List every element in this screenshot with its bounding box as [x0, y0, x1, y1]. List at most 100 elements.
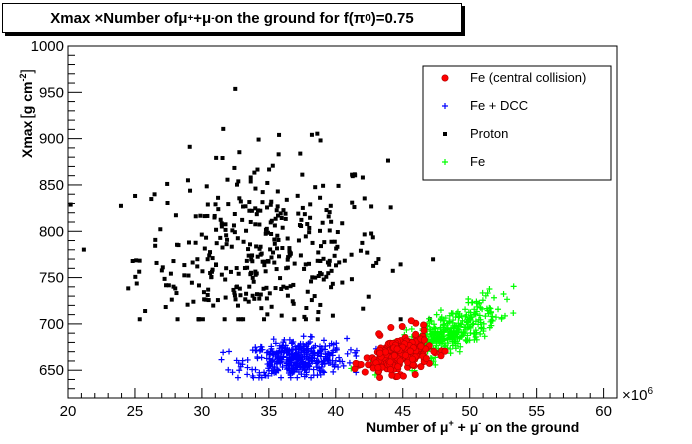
data-point [307, 339, 314, 346]
data-point [189, 280, 194, 285]
data-point [442, 342, 449, 349]
data-point [353, 173, 358, 178]
data-point [223, 295, 228, 300]
data-point [420, 326, 428, 334]
x-tick-label: 45 [394, 403, 411, 420]
data-point [286, 336, 293, 343]
data-point [438, 328, 445, 335]
data-point [470, 330, 477, 337]
series-0 [351, 317, 449, 382]
data-point [236, 317, 241, 322]
data-point [444, 325, 451, 332]
data-point [459, 317, 466, 324]
data-point [279, 286, 284, 291]
title-plus-sup: + [187, 12, 194, 24]
data-point [134, 258, 139, 263]
data-point [296, 238, 301, 243]
data-point [411, 371, 419, 379]
x-tick-label: 60 [595, 403, 612, 420]
data-point [302, 266, 307, 271]
y-tick-label: 650 [39, 362, 64, 379]
data-point [472, 333, 479, 340]
data-point [246, 247, 251, 252]
data-point [272, 340, 279, 347]
x-tick-label: 55 [528, 403, 545, 420]
data-point [330, 341, 337, 348]
data-point [386, 366, 394, 374]
data-point [153, 243, 158, 248]
data-point [296, 211, 301, 216]
data-point [305, 222, 310, 227]
data-point [279, 215, 284, 220]
data-point [427, 326, 434, 333]
data-point [280, 349, 287, 356]
data-point [479, 306, 486, 313]
data-point [294, 355, 301, 362]
data-point [247, 284, 252, 289]
data-point [316, 274, 321, 279]
data-point [221, 126, 226, 131]
y-tick-label: 900 [39, 131, 64, 148]
data-point [188, 188, 193, 193]
data-point [263, 349, 270, 356]
data-point [229, 244, 234, 249]
data-point [326, 214, 331, 219]
data-point [339, 358, 346, 365]
data-point [312, 294, 317, 299]
y-axis-title: Xmax[g cm-2] [18, 69, 36, 158]
title-middle: Number of [103, 9, 179, 27]
data-point [212, 215, 217, 220]
data-point [264, 285, 269, 290]
data-point [305, 289, 310, 294]
data-point [220, 156, 225, 161]
x-tick-label: 35 [261, 403, 278, 420]
data-point [193, 240, 198, 245]
data-point [223, 222, 228, 227]
data-point [149, 197, 154, 202]
data-point [199, 232, 204, 237]
data-point [365, 250, 370, 255]
data-point [253, 206, 258, 211]
data-point [216, 195, 221, 200]
data-point [254, 212, 259, 217]
data-point [267, 291, 272, 296]
data-point [126, 286, 131, 291]
data-point [218, 356, 225, 363]
data-point [249, 208, 254, 213]
data-point [307, 261, 312, 266]
data-point [336, 354, 343, 361]
data-point [224, 266, 229, 271]
data-point [204, 184, 209, 189]
data-point [309, 132, 314, 137]
data-point [458, 333, 465, 340]
data-point [308, 215, 313, 220]
data-point [357, 360, 365, 368]
data-point [408, 325, 415, 332]
data-point [455, 314, 462, 321]
data-point [454, 340, 461, 347]
data-point [277, 254, 282, 259]
data-point [233, 357, 240, 364]
data-point [246, 253, 251, 258]
data-point [350, 172, 355, 177]
data-point [370, 235, 375, 240]
data-point [303, 349, 310, 356]
data-point [262, 263, 267, 268]
data-point [329, 239, 334, 244]
data-point [185, 302, 190, 307]
legend-marker [442, 159, 448, 165]
data-point [327, 210, 332, 215]
data-point [225, 177, 230, 182]
data-point [390, 268, 395, 273]
x-multiplier: ×106 [622, 386, 653, 404]
data-point [252, 170, 257, 175]
data-point [463, 338, 470, 345]
data-point [309, 279, 314, 284]
legend-marker [443, 132, 447, 136]
data-point [274, 208, 279, 213]
data-point [288, 362, 295, 369]
data-point [171, 284, 176, 289]
data-point [297, 223, 302, 228]
data-point [487, 305, 494, 312]
data-point [286, 367, 293, 374]
